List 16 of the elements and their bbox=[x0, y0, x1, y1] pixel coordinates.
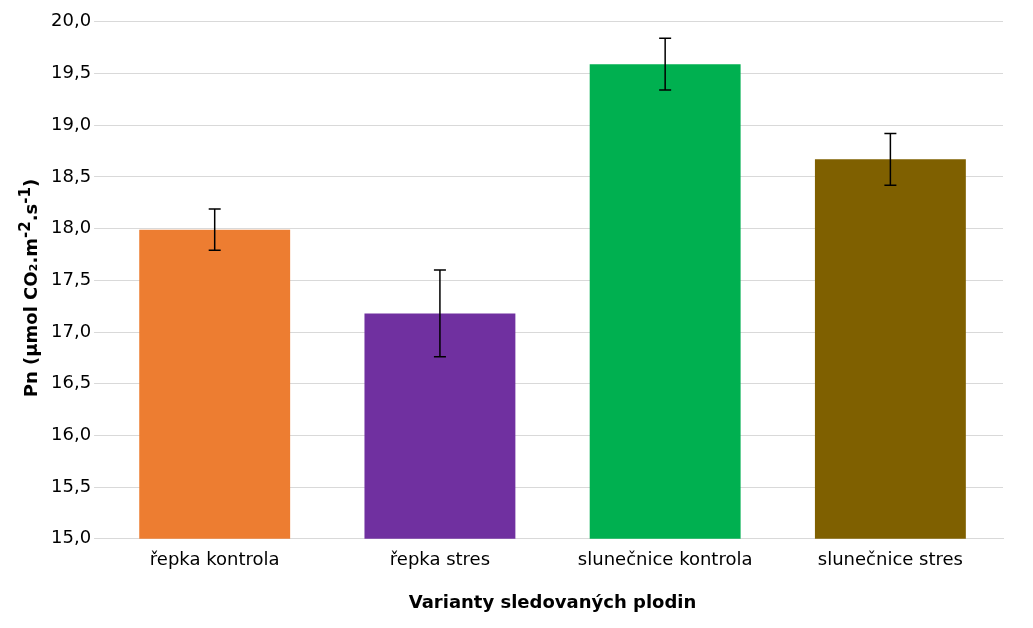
y-tick-label: 20,0 bbox=[51, 9, 92, 31]
y-tick-label: 16,5 bbox=[51, 371, 92, 393]
x-tick-label: slunečnice kontrola bbox=[577, 548, 753, 570]
x-tick-label: řepka kontrola bbox=[149, 548, 280, 570]
y-tick-label: 15,0 bbox=[51, 526, 92, 548]
x-tick-label: slunečnice stres bbox=[817, 548, 963, 570]
y-tick-label: 19,5 bbox=[51, 61, 92, 83]
y-tick-label: 19,0 bbox=[51, 112, 92, 134]
y-tick-label: 17,0 bbox=[51, 319, 92, 341]
y-tick-label: 18,0 bbox=[51, 216, 92, 238]
y-tick-label: 18,5 bbox=[51, 164, 92, 186]
x-axis-title: Varianty sledovaných plodin bbox=[408, 590, 697, 612]
x-tick-label: řepka stres bbox=[389, 548, 491, 570]
y-tick-label: 15,5 bbox=[51, 474, 92, 496]
y-tick-label: 17,5 bbox=[51, 267, 92, 289]
y-tick-label: 16,0 bbox=[51, 423, 92, 445]
